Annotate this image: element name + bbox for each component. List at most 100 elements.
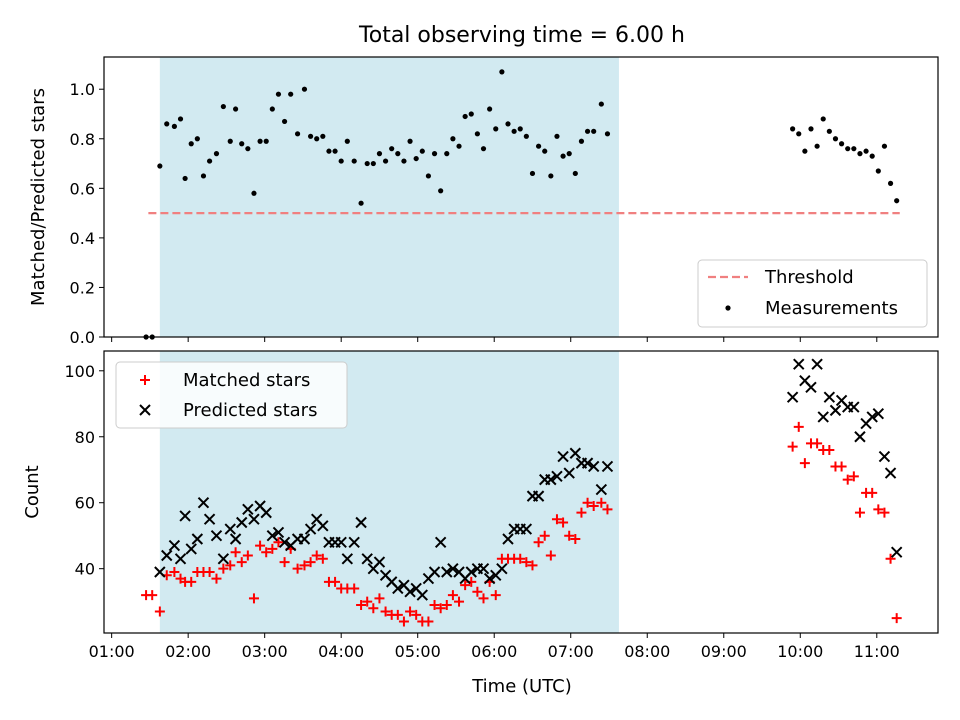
measurement-point: [351, 158, 357, 164]
predicted-star-point: [272, 526, 285, 539]
predicted-star-point: [168, 539, 181, 552]
predicted-star-point: [465, 566, 477, 578]
predicted-star-point: [811, 358, 823, 370]
measurement-point: [364, 160, 370, 167]
matched-star-point: [836, 461, 847, 472]
measurement-point: [263, 138, 269, 144]
measurement-point: [239, 141, 245, 147]
predicted-star-point: [878, 450, 891, 463]
measurement-point: [257, 138, 263, 144]
predicted-star-point: [601, 460, 614, 473]
x-tick-label: 07:00: [548, 642, 594, 661]
matched-star-point: [405, 606, 416, 617]
predicted-star-point: [236, 516, 248, 529]
measurement-point: [407, 138, 413, 144]
measurement-point: [808, 126, 814, 132]
matched-star-point: [447, 590, 458, 601]
matched-star-point: [441, 599, 452, 610]
measurement-point: [314, 136, 320, 142]
measurement-point: [820, 116, 826, 122]
legend-box: [115, 361, 348, 429]
measurement-point: [838, 141, 845, 147]
measurement-point: [320, 133, 326, 139]
legend-measurement-swatch: [725, 305, 731, 311]
measurement-point: [220, 103, 226, 110]
matched-star-point: [154, 606, 165, 617]
measurement-point: [188, 141, 194, 147]
measurement-point: [468, 111, 474, 117]
matched-star-point: [236, 557, 247, 568]
measurement-point: [474, 131, 480, 137]
matched-star-point: [273, 537, 284, 548]
x-tick-label: 02:00: [165, 642, 211, 661]
measurement-point: [395, 151, 401, 157]
axes-frame: [103, 350, 939, 634]
matched-star-point: [330, 576, 341, 587]
measurement-point: [213, 151, 220, 157]
predicted-star-point: [884, 467, 897, 479]
predicted-star-point: [298, 533, 311, 545]
y-tick-label: 0.8: [70, 130, 95, 149]
measurement-point: [875, 168, 881, 174]
legend-threshold-label: Threshold: [764, 267, 854, 288]
matched-star-point: [533, 537, 544, 548]
matched-star-point: [211, 573, 222, 584]
measurement-point: [560, 153, 566, 159]
predicted-star-point: [872, 407, 885, 420]
matched-star-point: [292, 563, 303, 574]
predicted-star-point: [581, 457, 594, 469]
matched-star-point: [380, 606, 391, 617]
measurement-point: [493, 126, 499, 132]
measurement-point: [194, 136, 200, 142]
matched-star-point: [848, 471, 859, 482]
matched-star-point: [787, 441, 798, 452]
predicted-star-point: [278, 536, 291, 549]
measurement-point: [344, 138, 350, 144]
predicted-star-point: [848, 401, 860, 413]
predicted-star-point: [520, 523, 533, 535]
measurement-point: [275, 91, 282, 97]
measurement-point: [164, 121, 170, 127]
matched-star-point: [490, 590, 501, 601]
predicted-star-point: [483, 572, 496, 585]
x-tick-label: 09:00: [701, 642, 747, 661]
matched-star-point: [242, 550, 253, 561]
measurement-point: [251, 190, 257, 196]
matched-star-point: [299, 560, 310, 571]
matched-star-point: [558, 517, 569, 528]
predicted-star-point: [248, 513, 260, 525]
predicted-star-point: [502, 533, 514, 545]
measurement-point: [450, 136, 456, 142]
measurement-point: [294, 131, 301, 137]
matched-star-point: [392, 609, 403, 620]
measurement-point: [389, 146, 395, 152]
measurement-point: [413, 155, 419, 162]
measurement-point: [499, 69, 505, 75]
measurement-point: [332, 148, 338, 154]
measurement-point: [227, 138, 233, 144]
matched-star-point: [398, 616, 409, 627]
matched-star-point: [824, 444, 835, 455]
matched-star-point: [305, 557, 316, 568]
predicted-star-point: [392, 582, 404, 595]
measurement-point: [845, 146, 851, 152]
x-tick-label: 08:00: [624, 642, 670, 661]
legend: Matched stars Predicted stars: [115, 361, 348, 429]
measurement-point: [307, 133, 314, 139]
matched-star-point: [521, 557, 532, 568]
x-tick-label: 04:00: [318, 642, 364, 661]
matched-star-point: [356, 599, 367, 610]
matched-star-point: [588, 501, 599, 512]
predicted-star-point: [174, 553, 187, 565]
measurement-point: [438, 188, 444, 194]
matched-star-point: [582, 497, 593, 508]
predicted-star-point: [185, 543, 197, 555]
predicted-star-point: [569, 447, 582, 459]
legend-matched-swatch: [140, 375, 150, 385]
matched-star-point: [596, 497, 607, 508]
predicted-star-point: [447, 562, 459, 575]
matched-star-point: [515, 553, 526, 564]
matched-star-point: [349, 583, 360, 594]
matched-star-point: [885, 553, 896, 564]
